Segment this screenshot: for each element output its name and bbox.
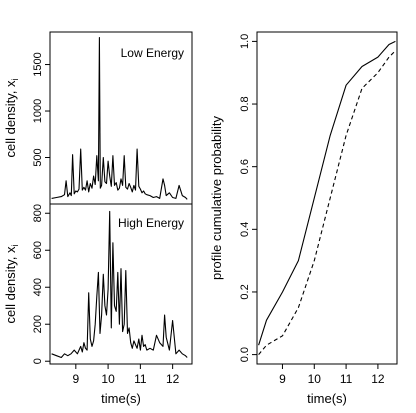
panel-low-energy-ytick-label: 500 bbox=[32, 148, 44, 166]
panel-cumulative: 0.0 0.2 0.4 0.6 0.8 1.0 9 10 11 12 profile cumul… bbox=[209, 31, 398, 406]
panel-cumulative-series-line-dashed bbox=[258, 50, 396, 355]
panel-cumulative-ytick-label: 0.2 bbox=[239, 284, 251, 299]
panel-cumulative-y-axis: 0.0 0.2 0.4 0.6 0.8 1.0 bbox=[239, 34, 257, 362]
panel-cumulative-ytick-label: 0.8 bbox=[239, 96, 251, 111]
panel-cumulative-xtick-label: 9 bbox=[279, 372, 286, 386]
panel-high-energy-xtick-label: 11 bbox=[134, 372, 147, 386]
panel-cumulative-xtick-label: 11 bbox=[340, 372, 353, 386]
panel-high-energy-ytick-label: 800 bbox=[32, 204, 44, 222]
panel-low-energy-annotation: Low Energy bbox=[121, 46, 184, 60]
panel-high-energy-x-axis: 9 10 11 12 bbox=[72, 364, 180, 386]
panel-cumulative-xtick-label: 10 bbox=[308, 372, 322, 386]
panel-cumulative-series-line-solid bbox=[258, 40, 396, 346]
panel-cumulative-xlabel: time(s) bbox=[307, 391, 347, 406]
panel-high-energy-frame bbox=[49, 203, 193, 365]
panel-high-energy-series-line-0 bbox=[51, 210, 188, 359]
panel-high-energy-ytick-label: 200 bbox=[32, 315, 44, 333]
panel-low-energy-ylabel-text: cell density, x bbox=[3, 80, 18, 158]
panel-high-energy-xlabel: time(s) bbox=[101, 391, 141, 406]
panel-high-energy-xtick-label: 9 bbox=[72, 372, 79, 386]
panel-cumulative-xtick-label: 12 bbox=[371, 372, 385, 386]
panel-cumulative-ytick-label: 1.0 bbox=[239, 34, 251, 49]
panel-high-energy-y-axis: 0 200 400 600 800 bbox=[32, 204, 50, 364]
panel-cumulative-ytick-label: 0.0 bbox=[239, 347, 251, 362]
panel-cumulative-ytick-label: 0.6 bbox=[239, 159, 251, 174]
panel-low-energy-series-group bbox=[51, 37, 188, 200]
panel-high-energy-series-group bbox=[51, 210, 188, 359]
panel-high-energy-ylabel-text: cell density, x bbox=[3, 246, 18, 324]
panel-low-energy-y-axis: 500 1000 1500 bbox=[32, 52, 50, 167]
panel-high-energy-ytick-label: 0 bbox=[32, 358, 44, 364]
panel-low-energy-ylabel-subscript: i bbox=[10, 78, 20, 80]
panel-low-energy-ytick-label: 1500 bbox=[32, 52, 44, 76]
panel-low-energy-ylabel: cell density, xi bbox=[3, 78, 20, 157]
panel-high-energy-ylabel: cell density, xi bbox=[3, 244, 20, 323]
panel-cumulative-x-axis: 9 10 11 12 bbox=[279, 364, 385, 386]
panel-low-energy: 500 1000 1500 Low Energy cell density, xi bbox=[3, 31, 193, 205]
panel-high-energy-annotation: High Energy bbox=[118, 216, 184, 230]
panel-high-energy-ytick-label: 400 bbox=[32, 278, 44, 296]
panel-cumulative-ytick-label: 0.4 bbox=[239, 222, 251, 237]
panel-cumulative-series-group bbox=[258, 40, 396, 355]
panel-high-energy-xtick-label: 10 bbox=[101, 372, 115, 386]
panel-low-energy-series-line-0 bbox=[51, 37, 188, 200]
panel-high-energy-ytick-label: 600 bbox=[32, 241, 44, 259]
panel-cumulative-frame bbox=[256, 31, 398, 365]
panel-high-energy-xtick-label: 12 bbox=[166, 372, 180, 386]
panel-cumulative-ylabel: profile cumulative probability bbox=[209, 115, 224, 280]
panel-high-energy-ylabel-subscript: i bbox=[10, 244, 20, 246]
panel-low-energy-ytick-label: 1000 bbox=[32, 99, 44, 123]
panel-high-energy: 0 200 400 600 800 9 10 11 12 High Energy cell d… bbox=[3, 203, 193, 406]
